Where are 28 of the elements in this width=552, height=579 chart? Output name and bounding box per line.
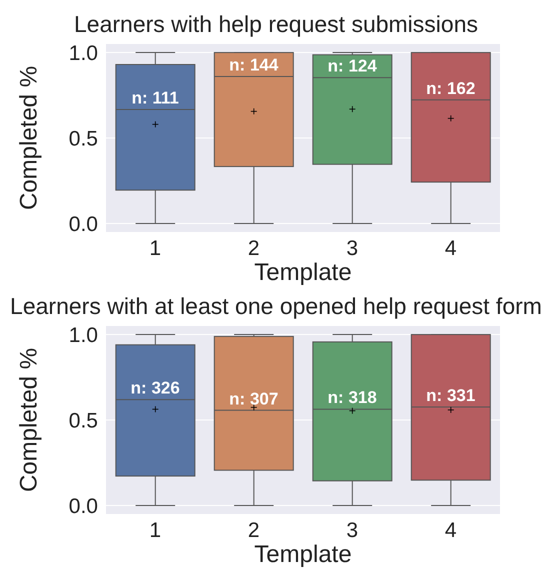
x-tick-label: 3	[346, 518, 358, 542]
x-tick-label: 1	[149, 518, 162, 542]
x-tick-label: 3	[346, 236, 358, 260]
annotation: n: 124	[328, 56, 378, 76]
annotation: n: 331	[426, 386, 476, 406]
chart-title: Learners with at least one opened help request form	[9, 292, 543, 321]
y-axis-title: Completed %	[16, 348, 43, 492]
y-tick-label: 1.0	[68, 324, 98, 347]
x-tick-label: 4	[444, 236, 457, 260]
y-tick-label: 0.5	[68, 409, 98, 432]
y-tick-label: 0.0	[68, 212, 98, 236]
annotation: n: 162	[426, 78, 476, 98]
annotation: n: 326	[130, 378, 180, 398]
y-tick-label: 0.5	[68, 127, 98, 150]
y-tick-label: 1.0	[68, 42, 98, 65]
x-tick-label: 4	[444, 518, 457, 542]
x-tick-label: 2	[248, 236, 260, 260]
annotation: n: 318	[328, 388, 377, 408]
annotation: n: 111	[132, 88, 179, 108]
x-axis-title: Template	[254, 259, 352, 286]
x-tick-label: 2	[248, 518, 260, 542]
annotation: n: 144	[229, 55, 279, 74]
y-tick-label: 0.0	[68, 494, 98, 518]
y-axis-title: Completed %	[16, 66, 43, 210]
annotation: n: 307	[229, 389, 278, 408]
chart-title: Learners with help request submissions	[73, 10, 479, 39]
x-tick-label: 1	[149, 236, 162, 260]
x-axis-title: Template	[254, 541, 352, 568]
